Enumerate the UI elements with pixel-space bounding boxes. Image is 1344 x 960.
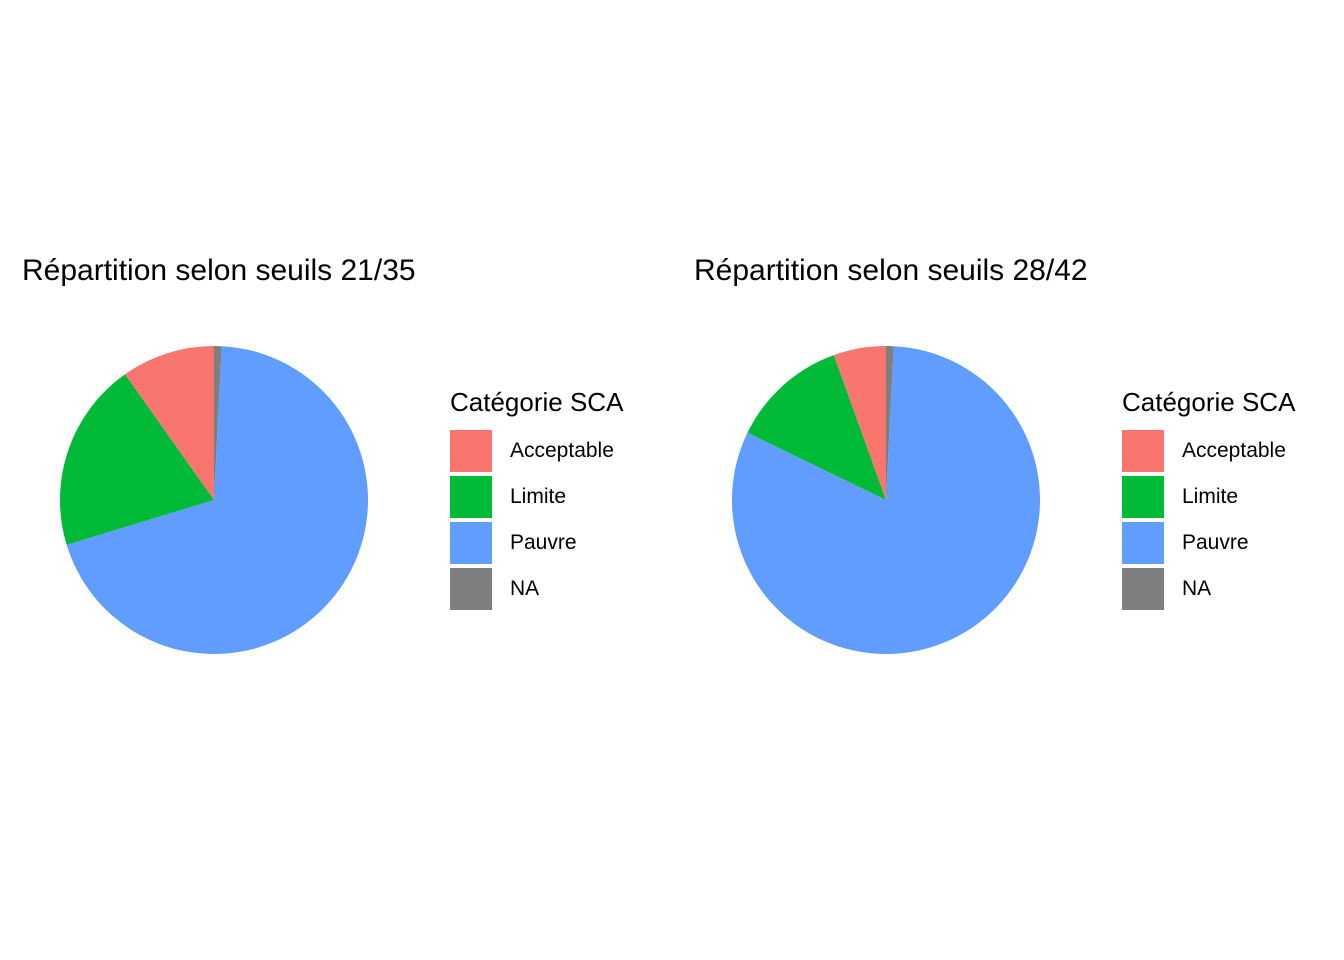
- legend-item-limite: Limite: [1122, 474, 1295, 520]
- legend-label: Acceptable: [1182, 439, 1286, 462]
- legend-label: NA: [510, 577, 540, 600]
- legend-title: Catégorie SCA: [450, 387, 624, 417]
- pie-panel-1: Répartition selon seuils 21/35 Catégorie…: [22, 254, 623, 654]
- pie-panel-2: Répartition selon seuils 28/42 Catégorie…: [672, 0, 1344, 960]
- legend-items: Acceptable Limite Pauvre NA: [1122, 428, 1295, 612]
- legend-item-limite: Limite: [450, 474, 623, 520]
- pie-slice-na: [214, 346, 222, 500]
- legend-title: Catégorie SCA: [1122, 387, 1296, 417]
- legend-item-acceptable: Acceptable: [1122, 428, 1295, 474]
- legend-items: Acceptable Limite Pauvre NA: [450, 428, 623, 612]
- legend: Catégorie SCA Acceptable Limite Pauvre N…: [450, 384, 623, 612]
- chart-title: Répartition selon seuils 21/35: [22, 254, 416, 287]
- legend-key-pauvre: [1122, 522, 1164, 564]
- legend-item-pauvre: Pauvre: [450, 520, 623, 566]
- legend-label: NA: [1182, 577, 1212, 600]
- pie-slice-na: [886, 346, 894, 500]
- legend-key-acceptable: [450, 430, 492, 472]
- pie-chart: [732, 346, 1040, 654]
- pie-slice-acceptable: [125, 346, 214, 500]
- legend-item-na: NA: [1122, 566, 1295, 612]
- pie-slice-limite: [747, 355, 886, 500]
- legend: Catégorie SCA Acceptable Limite Pauvre N…: [1122, 384, 1295, 612]
- legend-item-acceptable: Acceptable: [450, 428, 623, 474]
- pie-slice-pauvre: [732, 346, 1040, 654]
- legend-label: Pauvre: [1182, 531, 1249, 554]
- pie-slice-limite: [59, 374, 214, 545]
- legend-key-pauvre: [450, 522, 492, 564]
- legend-key-acceptable: [1122, 430, 1164, 472]
- pie-slice-pauvre: [66, 346, 368, 654]
- legend-label: Limite: [1182, 485, 1239, 508]
- legend-key-limite: [1122, 476, 1164, 518]
- legend-label: Pauvre: [510, 531, 577, 554]
- pie-chart: [59, 346, 368, 654]
- legend-label: Limite: [510, 485, 567, 508]
- legend-item-pauvre: Pauvre: [1122, 520, 1295, 566]
- legend-label: Acceptable: [510, 439, 614, 462]
- legend-key-limite: [450, 476, 492, 518]
- chart-title: Répartition selon seuils 28/42: [694, 254, 1088, 287]
- pie-slice-acceptable: [833, 346, 886, 500]
- legend-item-na: NA: [450, 566, 623, 612]
- legend-key-na: [450, 568, 492, 610]
- legend-key-na: [1122, 568, 1164, 610]
